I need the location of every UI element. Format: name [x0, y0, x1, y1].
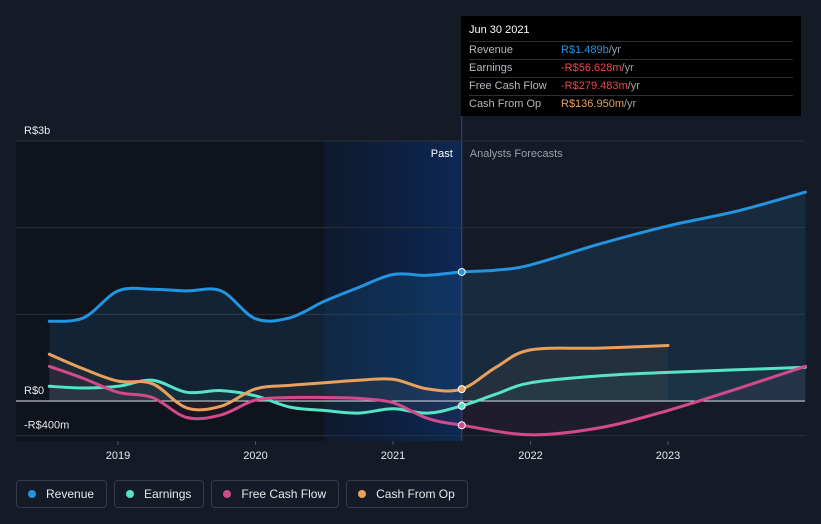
- revenue-line: [47, 190, 807, 323]
- legend-label: Cash From Op: [376, 487, 455, 501]
- tooltip-row-cash-from-op: Cash From Op R$136.950m /yr: [469, 95, 793, 113]
- revenue-marker: [457, 267, 466, 276]
- past-label: Past: [431, 148, 453, 160]
- x-tick-label: 2022: [518, 450, 542, 462]
- forecast-label: Analysts Forecasts: [470, 148, 563, 160]
- legend-item-free-cash-flow[interactable]: Free Cash Flow: [211, 480, 340, 508]
- tooltip-unit: /yr: [621, 62, 634, 74]
- tooltip-row-revenue: Revenue R$1.489b /yr: [469, 41, 793, 59]
- tooltip-label: Earnings: [469, 62, 513, 74]
- legend-label: Revenue: [46, 487, 95, 501]
- revenue-dot-icon: [28, 490, 36, 498]
- cash-from-op-marker: [457, 385, 466, 394]
- tooltip-date: Jun 30 2021: [469, 24, 530, 36]
- earnings-dot-icon: [126, 490, 135, 498]
- y-tick-label: -R$400m: [24, 420, 69, 432]
- tooltip-row-free-cash-flow: Free Cash Flow -R$279.483m /yr: [469, 77, 793, 95]
- tooltip-unit: /yr: [608, 44, 621, 56]
- earnings-line: [47, 365, 807, 415]
- tooltip-label: Revenue: [469, 44, 514, 56]
- tooltip-label: Free Cash Flow: [469, 80, 547, 92]
- cash-from-op-line: [47, 344, 670, 412]
- free-cash-flow-line: [47, 364, 807, 437]
- tooltip-value: R$136.950m: [561, 98, 624, 110]
- x-tick-label: 2019: [106, 450, 130, 462]
- free-cash-flow-area: [49, 366, 806, 435]
- tooltip-label: Cash From Op: [469, 98, 542, 110]
- free-cash-flow-dot-icon: [223, 490, 232, 498]
- legend-label: Earnings: [144, 487, 192, 501]
- tooltip-value: R$1.489b: [561, 44, 609, 56]
- x-tick-label: 2021: [381, 450, 405, 462]
- x-tick-label: 2020: [243, 450, 267, 462]
- legend-label: Free Cash Flow: [241, 487, 327, 501]
- tooltip-value: -R$279.483m: [561, 80, 628, 92]
- cash-from-op-dot-icon: [358, 490, 367, 498]
- legend: Revenue Earnings Free Cash Flow Cash Fro…: [16, 480, 468, 508]
- earnings-area: [49, 367, 806, 414]
- y-tick-label: R$0: [24, 385, 44, 397]
- earnings-marker: [457, 401, 466, 410]
- y-tick-label: R$3b: [24, 125, 50, 137]
- tooltip-unit: /yr: [627, 80, 640, 92]
- tooltip: Jun 30 2021 Revenue R$1.489b /yr Earning…: [461, 16, 801, 116]
- cash-from-op-area: [49, 345, 668, 410]
- legend-item-earnings[interactable]: Earnings: [114, 480, 205, 508]
- tooltip-unit: /yr: [624, 98, 637, 110]
- tooltip-row-earnings: Earnings -R$56.628m /yr: [469, 59, 793, 77]
- free-cash-flow-marker: [457, 421, 466, 430]
- legend-item-cash-from-op[interactable]: Cash From Op: [346, 480, 468, 508]
- legend-item-revenue[interactable]: Revenue: [16, 480, 108, 508]
- tooltip-value: -R$56.628m: [561, 62, 622, 74]
- x-tick-label: 2023: [656, 450, 680, 462]
